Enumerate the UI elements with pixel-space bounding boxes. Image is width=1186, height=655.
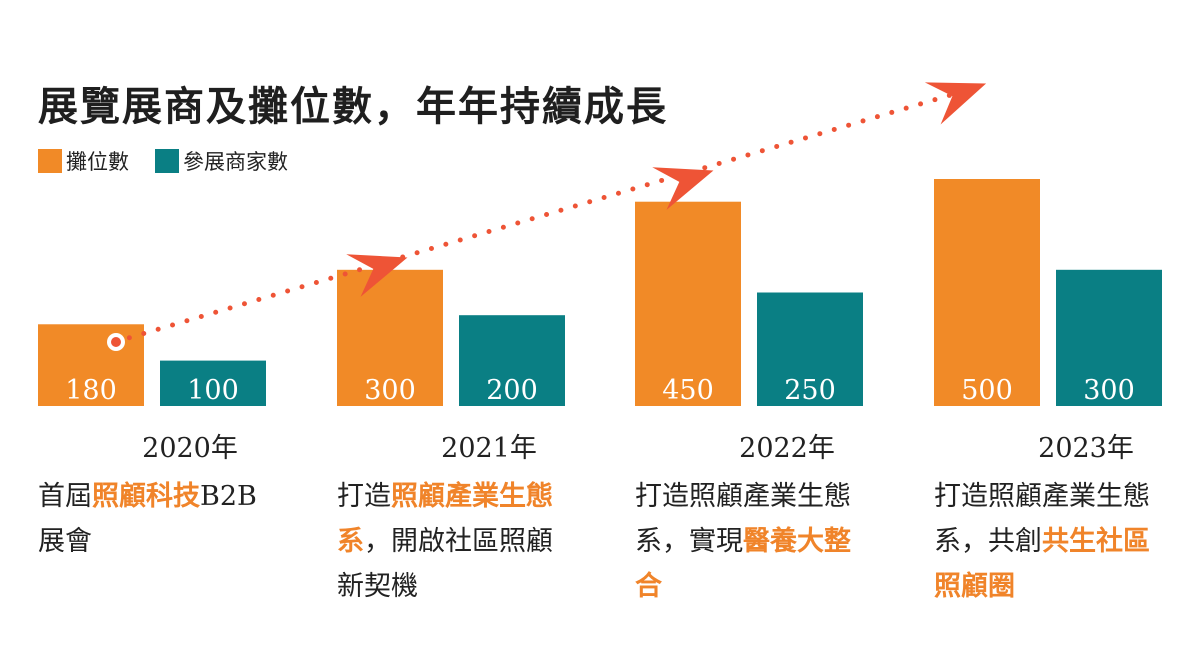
data-label: 300 xyxy=(364,375,416,406)
description-highlight: 共生社區照顧圈 xyxy=(934,526,1150,602)
year-description: 打造照顧產業生態系，開啟社區照顧新契機 xyxy=(337,474,567,609)
data-label: 500 xyxy=(961,375,1013,406)
bar-booths-1 xyxy=(337,269,443,406)
description-highlight: 醫養大整合 xyxy=(635,526,851,602)
description-text: ，開啟社區照顧新契機 xyxy=(337,526,553,602)
chart-title: 展覽展商及攤位數，年年持續成長 xyxy=(38,83,668,130)
data-label: 450 xyxy=(662,375,714,406)
year-description: 打造照顧產業生態系，共創共生社區照顧圈 xyxy=(934,474,1164,609)
legend: 攤位數 參展商家數 xyxy=(38,146,314,176)
description-text: B2B展會 xyxy=(38,481,257,557)
data-label: 100 xyxy=(187,375,239,406)
legend-swatch-exhibitors xyxy=(155,149,179,173)
year-label: 2023年 xyxy=(1038,433,1134,464)
legend-swatch-booths xyxy=(38,149,62,173)
bar-exhibitors-1 xyxy=(459,315,565,406)
year-label: 2020年 xyxy=(142,433,238,464)
data-label: 200 xyxy=(486,375,538,406)
trend-line xyxy=(112,81,991,345)
year-label: 2021年 xyxy=(441,433,537,464)
year-description: 打造照顧產業生態系，實現醫養大整合 xyxy=(635,474,865,609)
bar-exhibitors-0 xyxy=(160,360,266,406)
bar-exhibitors-3 xyxy=(1056,269,1162,406)
data-label: 180 xyxy=(65,375,117,406)
trend-arrowhead-3 xyxy=(924,82,987,125)
description-text: 首屆 xyxy=(38,481,92,512)
bar-booths-3 xyxy=(934,179,1040,406)
description-highlight: 照顧產業生態系 xyxy=(337,481,553,557)
legend-label-exhibitors: 參展商家數 xyxy=(183,150,288,174)
description-highlight: 照顧科技 xyxy=(92,481,200,512)
bar-exhibitors-2 xyxy=(757,292,863,406)
bar-booths-2 xyxy=(635,201,741,406)
year-label: 2022年 xyxy=(739,433,835,464)
legend-label-booths: 攤位數 xyxy=(66,150,129,174)
description-text: 打造 xyxy=(337,481,391,512)
description-text: 打造照顧產業生態系，實現 xyxy=(635,481,851,557)
bar-booths-0 xyxy=(38,324,144,406)
trend-start-dot xyxy=(111,337,121,347)
year-description: 首屆照顧科技B2B展會 xyxy=(38,474,268,564)
data-label: 300 xyxy=(1083,375,1135,406)
trend-arrowhead-1 xyxy=(346,254,408,297)
description-text: 打造照顧產業生態系，共創 xyxy=(934,481,1150,557)
data-label: 250 xyxy=(784,375,836,406)
trend-arrowhead-2 xyxy=(652,167,714,210)
